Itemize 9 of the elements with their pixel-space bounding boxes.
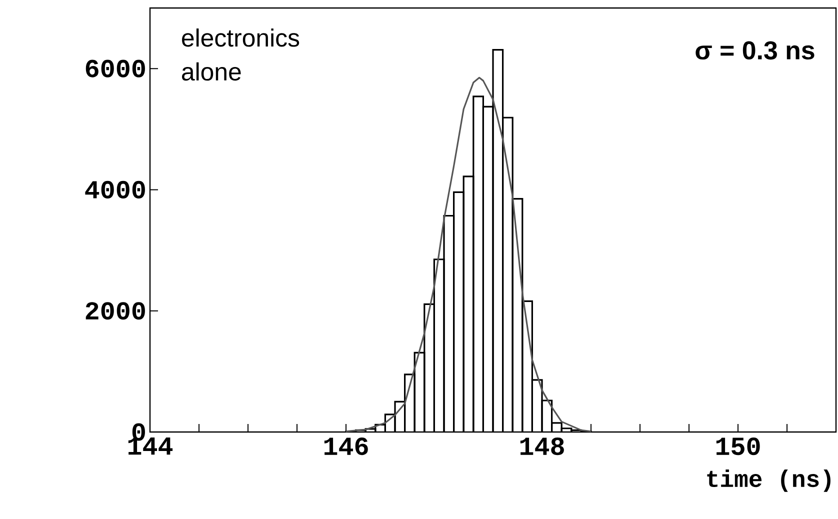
y-tick-label: 4000 [85, 180, 145, 199]
y-tick-label: 6000 [86, 60, 145, 78]
x-tick-label: 150 [716, 438, 760, 456]
x-axis-title: time (ns) [707, 470, 830, 492]
x-tick-label: 146 [324, 438, 368, 456]
annotation: electronics alone [182, 28, 300, 81]
x-tick-label: 148 [520, 438, 564, 456]
y-tick-label: 2000 [86, 302, 145, 320]
annotation: σ = 0.3 ns [696, 41, 814, 60]
